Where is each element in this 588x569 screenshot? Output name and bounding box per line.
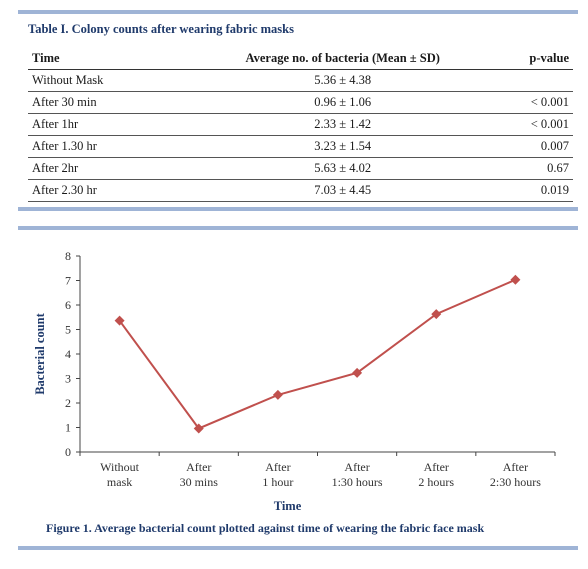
cell-time: Without Mask [28,69,125,92]
x-axis-title: Time [274,499,302,513]
y-tick-label: 6 [65,298,71,312]
data-point [510,274,521,285]
cell-time: After 30 min [28,91,125,114]
series-line [118,278,516,430]
x-tick-label: 2:30 hours [490,475,541,489]
cell-p-value: 0.007 [475,135,573,158]
x-tick-label: After [503,460,528,474]
x-tick-label: After [186,460,211,474]
x-tick-label: 1 hour [262,475,293,489]
figure-top-rule [18,226,578,230]
data-point [431,309,442,320]
cell-time: After 1.30 hr [28,135,125,158]
colony-count-table: Time Average no. of bacteria (Mean ± SD)… [28,48,573,202]
cell-time: After 1hr [28,113,125,136]
y-tick-label: 3 [65,372,71,386]
top-rule [18,10,578,14]
cell-mean: 5.63 ± 4.02 [124,157,475,180]
figure-caption: Figure 1. Average bacterial count plotte… [46,521,485,535]
cell-p-value [475,69,573,92]
cell-p-value: 0.019 [475,179,573,202]
cell-p-value: 0.67 [475,157,573,180]
y-tick-label: 2 [65,396,71,410]
table-title: Table I. Colony counts after wearing fab… [28,22,294,36]
cell-mean: 5.36 ± 4.38 [124,69,475,92]
cell-mean: 0.96 ± 1.06 [124,91,475,114]
data-point [272,389,283,400]
header-time: Time [28,48,125,70]
y-tick-label: 8 [65,249,71,263]
data-point [114,315,125,326]
y-tick-label: 5 [65,323,71,337]
x-tick-label: 1:30 hours [332,475,383,489]
y-tick-label: 0 [65,445,71,459]
x-tick-label: Without [100,460,140,474]
x-tick-label: After [344,460,369,474]
x-tick-label: 2 hours [418,475,454,489]
data-point [193,423,204,434]
table-row: After 1hr 2.33 ± 1.42 < 0.001 [28,113,573,136]
y-axis-title: Bacterial count [33,312,47,394]
x-tick-label: mask [107,475,132,489]
y-tick-label: 1 [65,421,71,435]
table-row: After 1.30 hr 3.23 ± 1.54 0.007 [28,135,573,158]
cell-p-value: < 0.001 [475,113,573,136]
y-tick-label: 4 [65,347,71,361]
header-mean: Average no. of bacteria (Mean ± SD) [124,48,475,70]
x-tick-label: After [424,460,449,474]
figure-bottom-rule [18,546,578,550]
table-row: After 30 min 0.96 ± 1.06 < 0.001 [28,91,573,114]
cell-mean: 2.33 ± 1.42 [124,113,475,136]
table-row: After 2.30 hr 7.03 ± 4.45 0.019 [28,179,573,202]
cell-p-value: < 0.001 [475,91,573,114]
data-point [352,367,363,378]
table-bottom-rule [18,207,578,211]
table-row: Without Mask 5.36 ± 4.38 [28,69,573,92]
header-p-value: p-value [475,48,573,70]
cell-time: After 2.30 hr [28,179,125,202]
cell-time: After 2hr [28,157,125,180]
cell-mean: 7.03 ± 4.45 [124,179,475,202]
x-tick-label: 30 mins [180,475,219,489]
table-row: After 2hr 5.63 ± 4.02 0.67 [28,157,573,180]
x-tick-label: After [265,460,290,474]
y-tick-label: 7 [65,274,71,288]
table-header-row: Time Average no. of bacteria (Mean ± SD)… [28,48,573,70]
cell-mean: 3.23 ± 1.54 [124,135,475,158]
